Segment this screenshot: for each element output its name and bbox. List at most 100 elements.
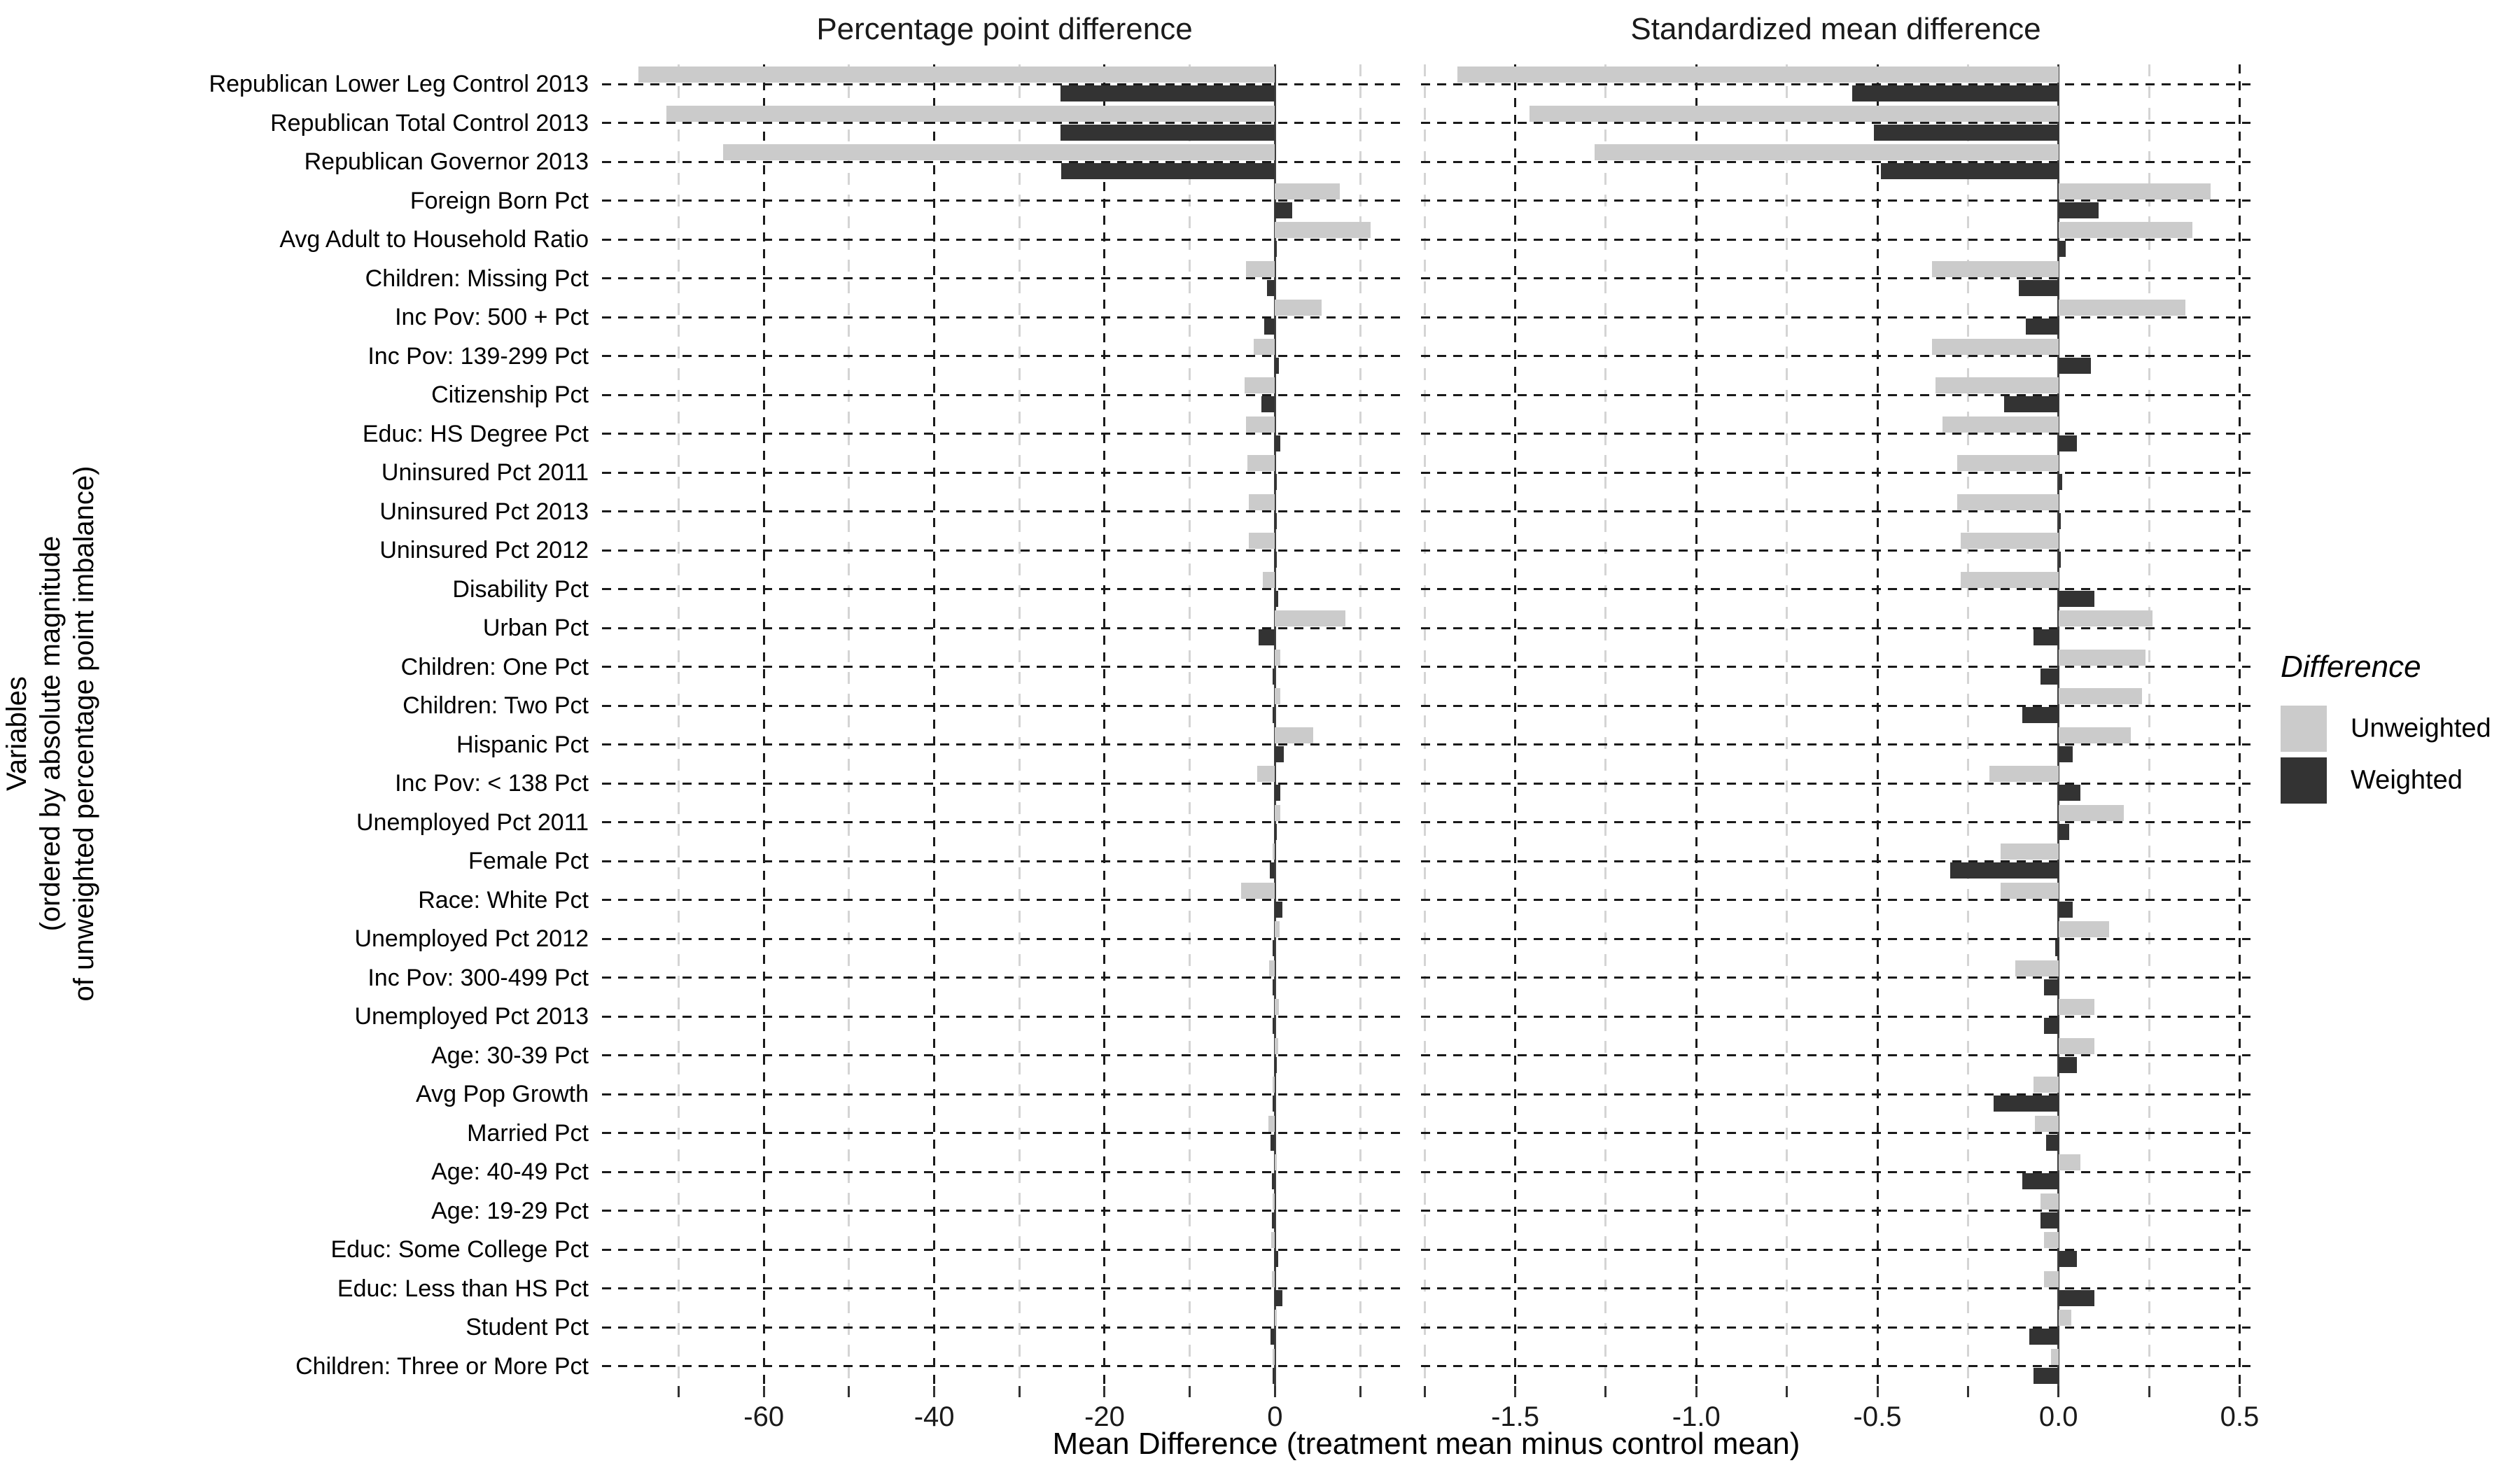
minor-gridline: [1189, 64, 1191, 1386]
bar-weighted: [1275, 1289, 1282, 1306]
category-gridline: [1421, 1365, 2250, 1367]
category-gridline: [1421, 976, 2250, 979]
row-label: Age: 30-39 Pct: [431, 1042, 589, 1069]
bar-weighted: [2058, 241, 2066, 257]
bar-weighted: [1275, 552, 1278, 568]
bar-weighted: [1272, 668, 1275, 685]
minor-gridline: [848, 64, 850, 1386]
bar-weighted: [1881, 163, 2059, 179]
bar-unweighted: [1270, 1232, 1275, 1248]
bar-unweighted: [2058, 649, 2146, 666]
panel-standardized-mean-difference: -1.5 -1.0 -0.5 0.0 0.5: [1421, 64, 2259, 1432]
bar-unweighted: [1240, 882, 1275, 899]
category-gridline: [602, 471, 1407, 474]
bar-weighted: [1275, 901, 1283, 918]
bar-weighted: [1060, 85, 1275, 102]
row-label: Educ: Less than HS Pct: [337, 1275, 589, 1302]
bar-unweighted: [2058, 1154, 2080, 1170]
bar-unweighted: [2058, 804, 2124, 821]
bar-weighted: [2004, 396, 2059, 412]
bar-weighted: [1273, 940, 1275, 956]
bar-unweighted: [2058, 222, 2193, 238]
major-gridline: [1103, 64, 1106, 1386]
bar-unweighted: [1248, 493, 1275, 510]
bar-unweighted: [2058, 688, 2142, 704]
bar-unweighted: [1275, 921, 1280, 937]
category-gridline: [602, 1093, 1407, 1096]
row-label: Children: One Pct: [400, 653, 589, 680]
bar-unweighted: [1956, 455, 2059, 471]
minor-gridline: [678, 64, 680, 1386]
bar-weighted: [1273, 979, 1275, 995]
bar-weighted: [1275, 1251, 1279, 1267]
bar-unweighted: [1275, 649, 1280, 666]
bar-weighted: [1267, 279, 1275, 296]
bar-weighted: [2058, 552, 2061, 568]
row-label: Children: Missing Pct: [365, 265, 589, 292]
row-label: Age: 40-49 Pct: [431, 1158, 589, 1185]
category-gridline: [1421, 355, 2250, 357]
minor-gridline: [1786, 64, 1788, 1386]
minor-tick: [678, 1386, 680, 1397]
category-gridline: [602, 1170, 1407, 1173]
axis-tick-label: -1.5: [1491, 1401, 1539, 1432]
category-gridline: [602, 510, 1407, 512]
bar-unweighted: [1268, 960, 1275, 976]
bar-unweighted: [1246, 416, 1275, 433]
axis-tick: [2238, 1386, 2241, 1397]
bar-weighted: [2040, 668, 2059, 685]
major-gridline: [762, 64, 765, 1386]
category-gridline: [1421, 899, 2250, 901]
bar-unweighted: [1961, 571, 2059, 588]
category-gridline: [1421, 1248, 2250, 1251]
category-gridline: [602, 588, 1407, 590]
zero-line: [1273, 64, 1276, 1386]
bar-unweighted: [1931, 260, 2059, 277]
bar-unweighted: [1273, 1077, 1275, 1093]
bar-weighted: [1275, 202, 1292, 218]
bar-weighted: [2040, 1212, 2059, 1228]
bar-weighted: [2054, 940, 2059, 956]
bar-weighted: [1264, 318, 1275, 335]
bar-weighted: [1272, 1212, 1275, 1228]
category-gridline: [1421, 1054, 2250, 1056]
bar-weighted: [1060, 124, 1275, 141]
row-label: Educ: HS Degree Pct: [362, 420, 589, 447]
bar-weighted: [2044, 979, 2059, 995]
bar-weighted: [2022, 707, 2059, 723]
bar-unweighted: [1275, 999, 1279, 1015]
row-label: Married Pct: [467, 1119, 589, 1147]
axis-tick: [1876, 1386, 1879, 1397]
axis-tick-label: -40: [913, 1401, 955, 1432]
facet-title-percentage-point: Percentage point difference: [816, 12, 1193, 46]
bar-weighted: [1259, 629, 1275, 645]
bar-unweighted: [2058, 610, 2153, 626]
minor-gridline: [2148, 64, 2150, 1386]
category-gridline: [602, 899, 1407, 901]
bar-weighted: [2058, 1056, 2077, 1073]
category-gridline: [1421, 860, 2250, 862]
bar-weighted: [2022, 1173, 2059, 1189]
bar-unweighted: [1248, 533, 1275, 549]
row-label: Republican Lower Leg Control 2013: [209, 71, 589, 97]
bar-unweighted: [1263, 571, 1275, 588]
bar-weighted: [2033, 629, 2059, 645]
bar-weighted: [2058, 823, 2070, 840]
minor-tick: [1786, 1386, 1788, 1397]
row-label: Unemployed Pct 2012: [354, 925, 589, 952]
bar-weighted: [1273, 1367, 1275, 1384]
bar-weighted: [1275, 785, 1280, 801]
axis-tick: [933, 1386, 936, 1397]
row-label: Unemployed Pct 2013: [354, 1003, 589, 1030]
category-gridline: [1421, 1093, 2250, 1096]
axis-tick: [1103, 1386, 1106, 1397]
row-label: Age: 19-29 Pct: [431, 1197, 589, 1224]
bar-weighted: [2058, 746, 2073, 762]
axis-tick-label: -60: [743, 1401, 785, 1432]
bar-unweighted: [2035, 1115, 2059, 1132]
bar-weighted: [1275, 823, 1278, 840]
bar-unweighted: [1256, 766, 1275, 782]
unweighted-swatch-icon: [2281, 706, 2327, 752]
bar-unweighted: [1530, 105, 2059, 122]
legend: Difference Unweighted Weighted: [2281, 650, 2520, 809]
